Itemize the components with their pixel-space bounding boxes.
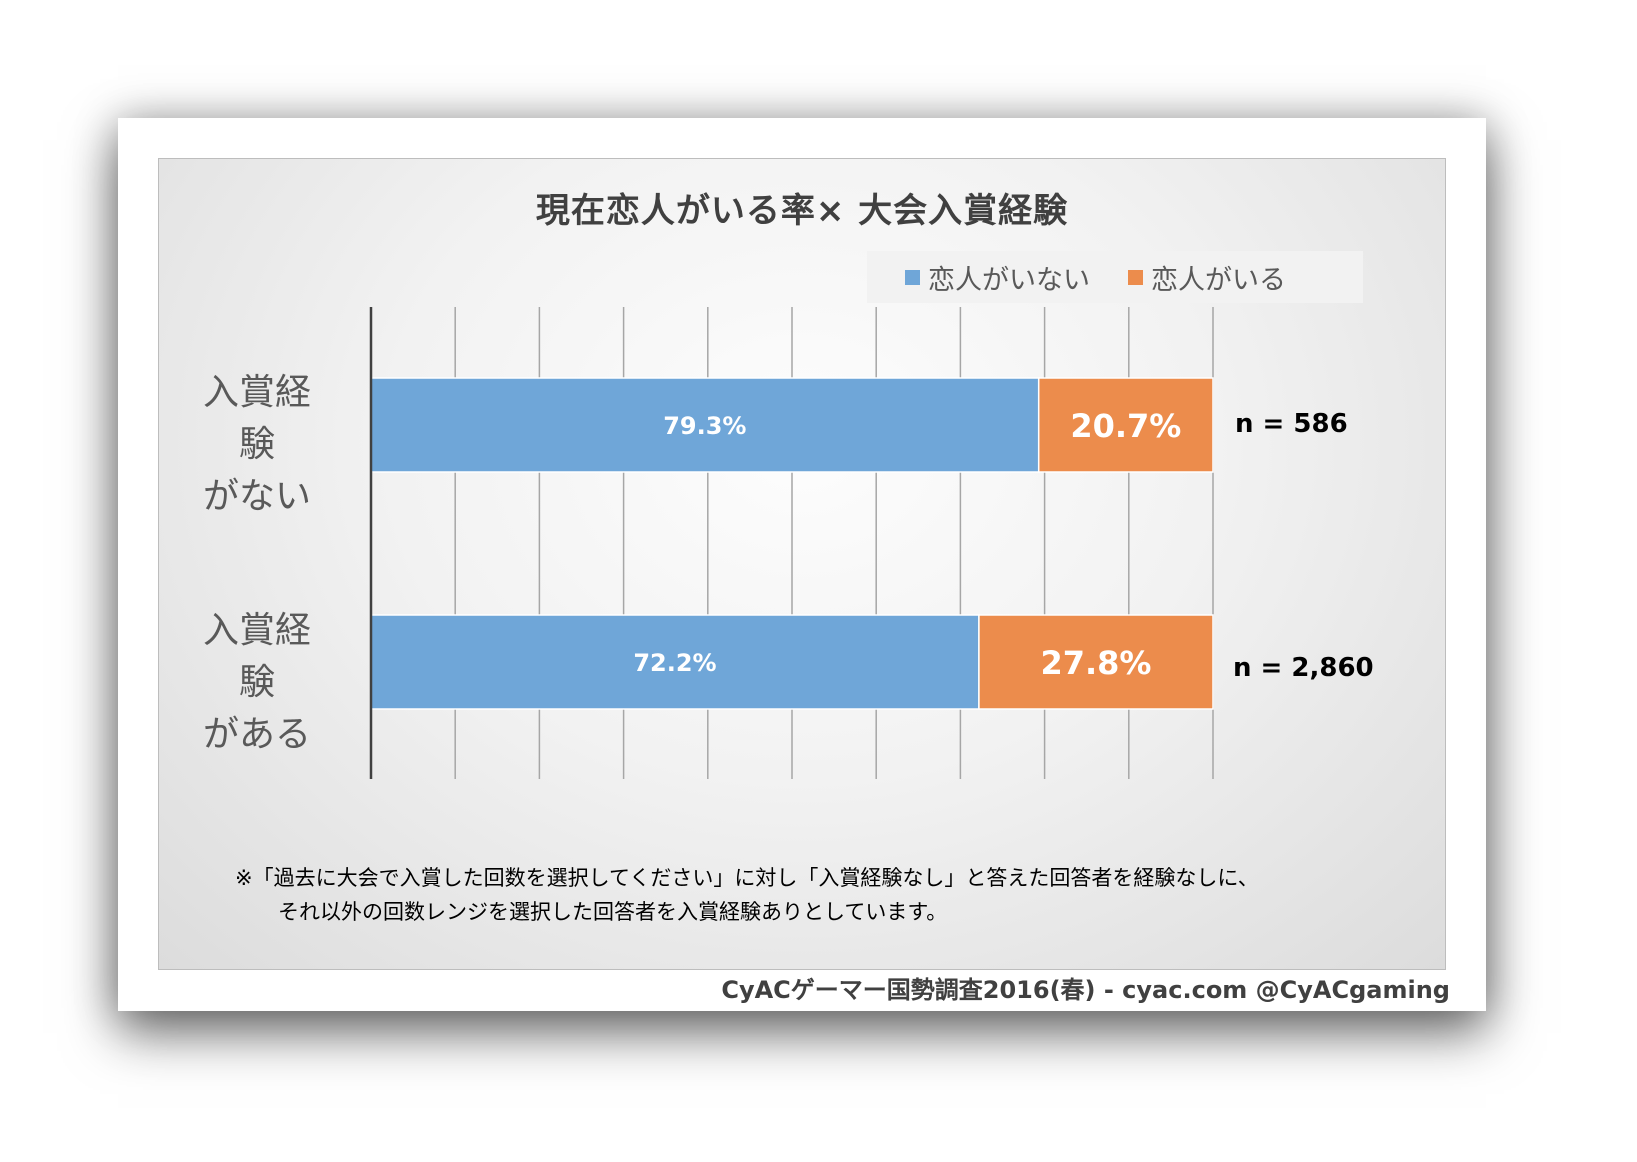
chart-area: 現在恋人がいる率× 大会入賞経験 恋人がいない 恋人がいる 入賞経験 がない 入… — [158, 158, 1446, 970]
data-label: 79.3% — [663, 412, 746, 440]
chart-card: 現在恋人がいる率× 大会入賞経験 恋人がいない 恋人がいる 入賞経験 がない 入… — [118, 118, 1486, 1011]
category-label-line: 入賞経験 — [202, 610, 311, 703]
footnote: ※「過去に大会で入賞した回数を選択してください」に対し「入賞経験なし」と答えた回… — [235, 861, 1259, 929]
bar-no-partner — [370, 614, 980, 710]
legend-swatch-no-partner — [905, 269, 920, 285]
data-label: 20.7% — [1070, 407, 1181, 445]
chart-title: 現在恋人がいる率× 大会入賞経験 — [535, 191, 1069, 231]
bar-has-partner — [1037, 377, 1214, 473]
category-label-line: がない — [202, 476, 311, 517]
legend-item-no-partner: 恋人がいない — [905, 258, 1090, 297]
legend-item-has-partner: 恋人がいる — [1128, 258, 1286, 297]
footnote-line-2: それ以外の回数レンジを選択した回答者を入賞経験ありとしています。 — [278, 900, 948, 924]
sample-size-award: n = 2,860 — [1233, 653, 1374, 683]
category-label-no-award: 入賞経験 がない — [187, 367, 327, 523]
sample-size-no-award: n = 586 — [1235, 409, 1348, 439]
bar-has-partner — [978, 614, 1214, 710]
legend-label-no-partner: 恋人がいない — [928, 264, 1090, 296]
category-label-award: 入賞経験 がある — [187, 605, 327, 761]
credit: CyACゲーマー国勢調査2016(春) - cyac.com @CyACgami… — [721, 976, 1450, 1004]
footnote-line-1: ※「過去に大会で入賞した回数を選択してください」に対し「入賞経験なし」と答えた回… — [235, 866, 1259, 890]
category-label-line: 入賞経験 — [202, 372, 311, 465]
legend-label-has-partner: 恋人がいる — [1151, 264, 1286, 296]
legend: 恋人がいない 恋人がいる — [867, 251, 1363, 303]
plot-area: 79.3% 72.2% 20.7% 27.8% — [369, 307, 1214, 779]
data-label: 72.2% — [633, 649, 716, 677]
data-label: 27.8% — [1040, 644, 1151, 682]
category-label-line: がある — [202, 714, 311, 755]
legend-swatch-has-partner — [1128, 269, 1143, 285]
